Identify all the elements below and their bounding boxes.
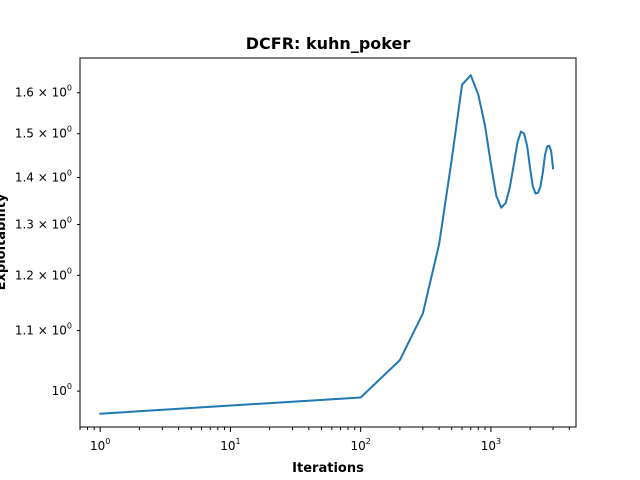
x-tick-label: 102 xyxy=(350,437,370,453)
y-tick-label: 100 xyxy=(52,382,72,398)
y-tick-label: 1.3 × 100 xyxy=(15,216,72,232)
x-tick-label: 103 xyxy=(481,437,501,453)
plot-area: 100 101 102 103 100 1.1 × 100 1.2 × 100 1.3 × 1… xyxy=(15,57,577,453)
x-tick-label: 100 xyxy=(90,437,110,453)
y-tick-label: 1.1 × 100 xyxy=(15,322,72,338)
x-axis-label: Iterations xyxy=(292,461,364,476)
y-tick-label: 1.6 × 100 xyxy=(15,84,72,100)
series-line xyxy=(99,74,555,415)
axes-frame xyxy=(79,57,577,428)
y-tick-label: 1.5 × 100 xyxy=(15,125,72,141)
x-tick-label: 101 xyxy=(220,437,240,453)
chart-title: DCFR: kuhn_poker xyxy=(246,34,411,53)
y-tick-label: 1.4 × 100 xyxy=(15,169,72,185)
y-axis-label: Exploitability xyxy=(0,193,9,290)
y-tick-label: 1.2 × 100 xyxy=(15,266,72,282)
